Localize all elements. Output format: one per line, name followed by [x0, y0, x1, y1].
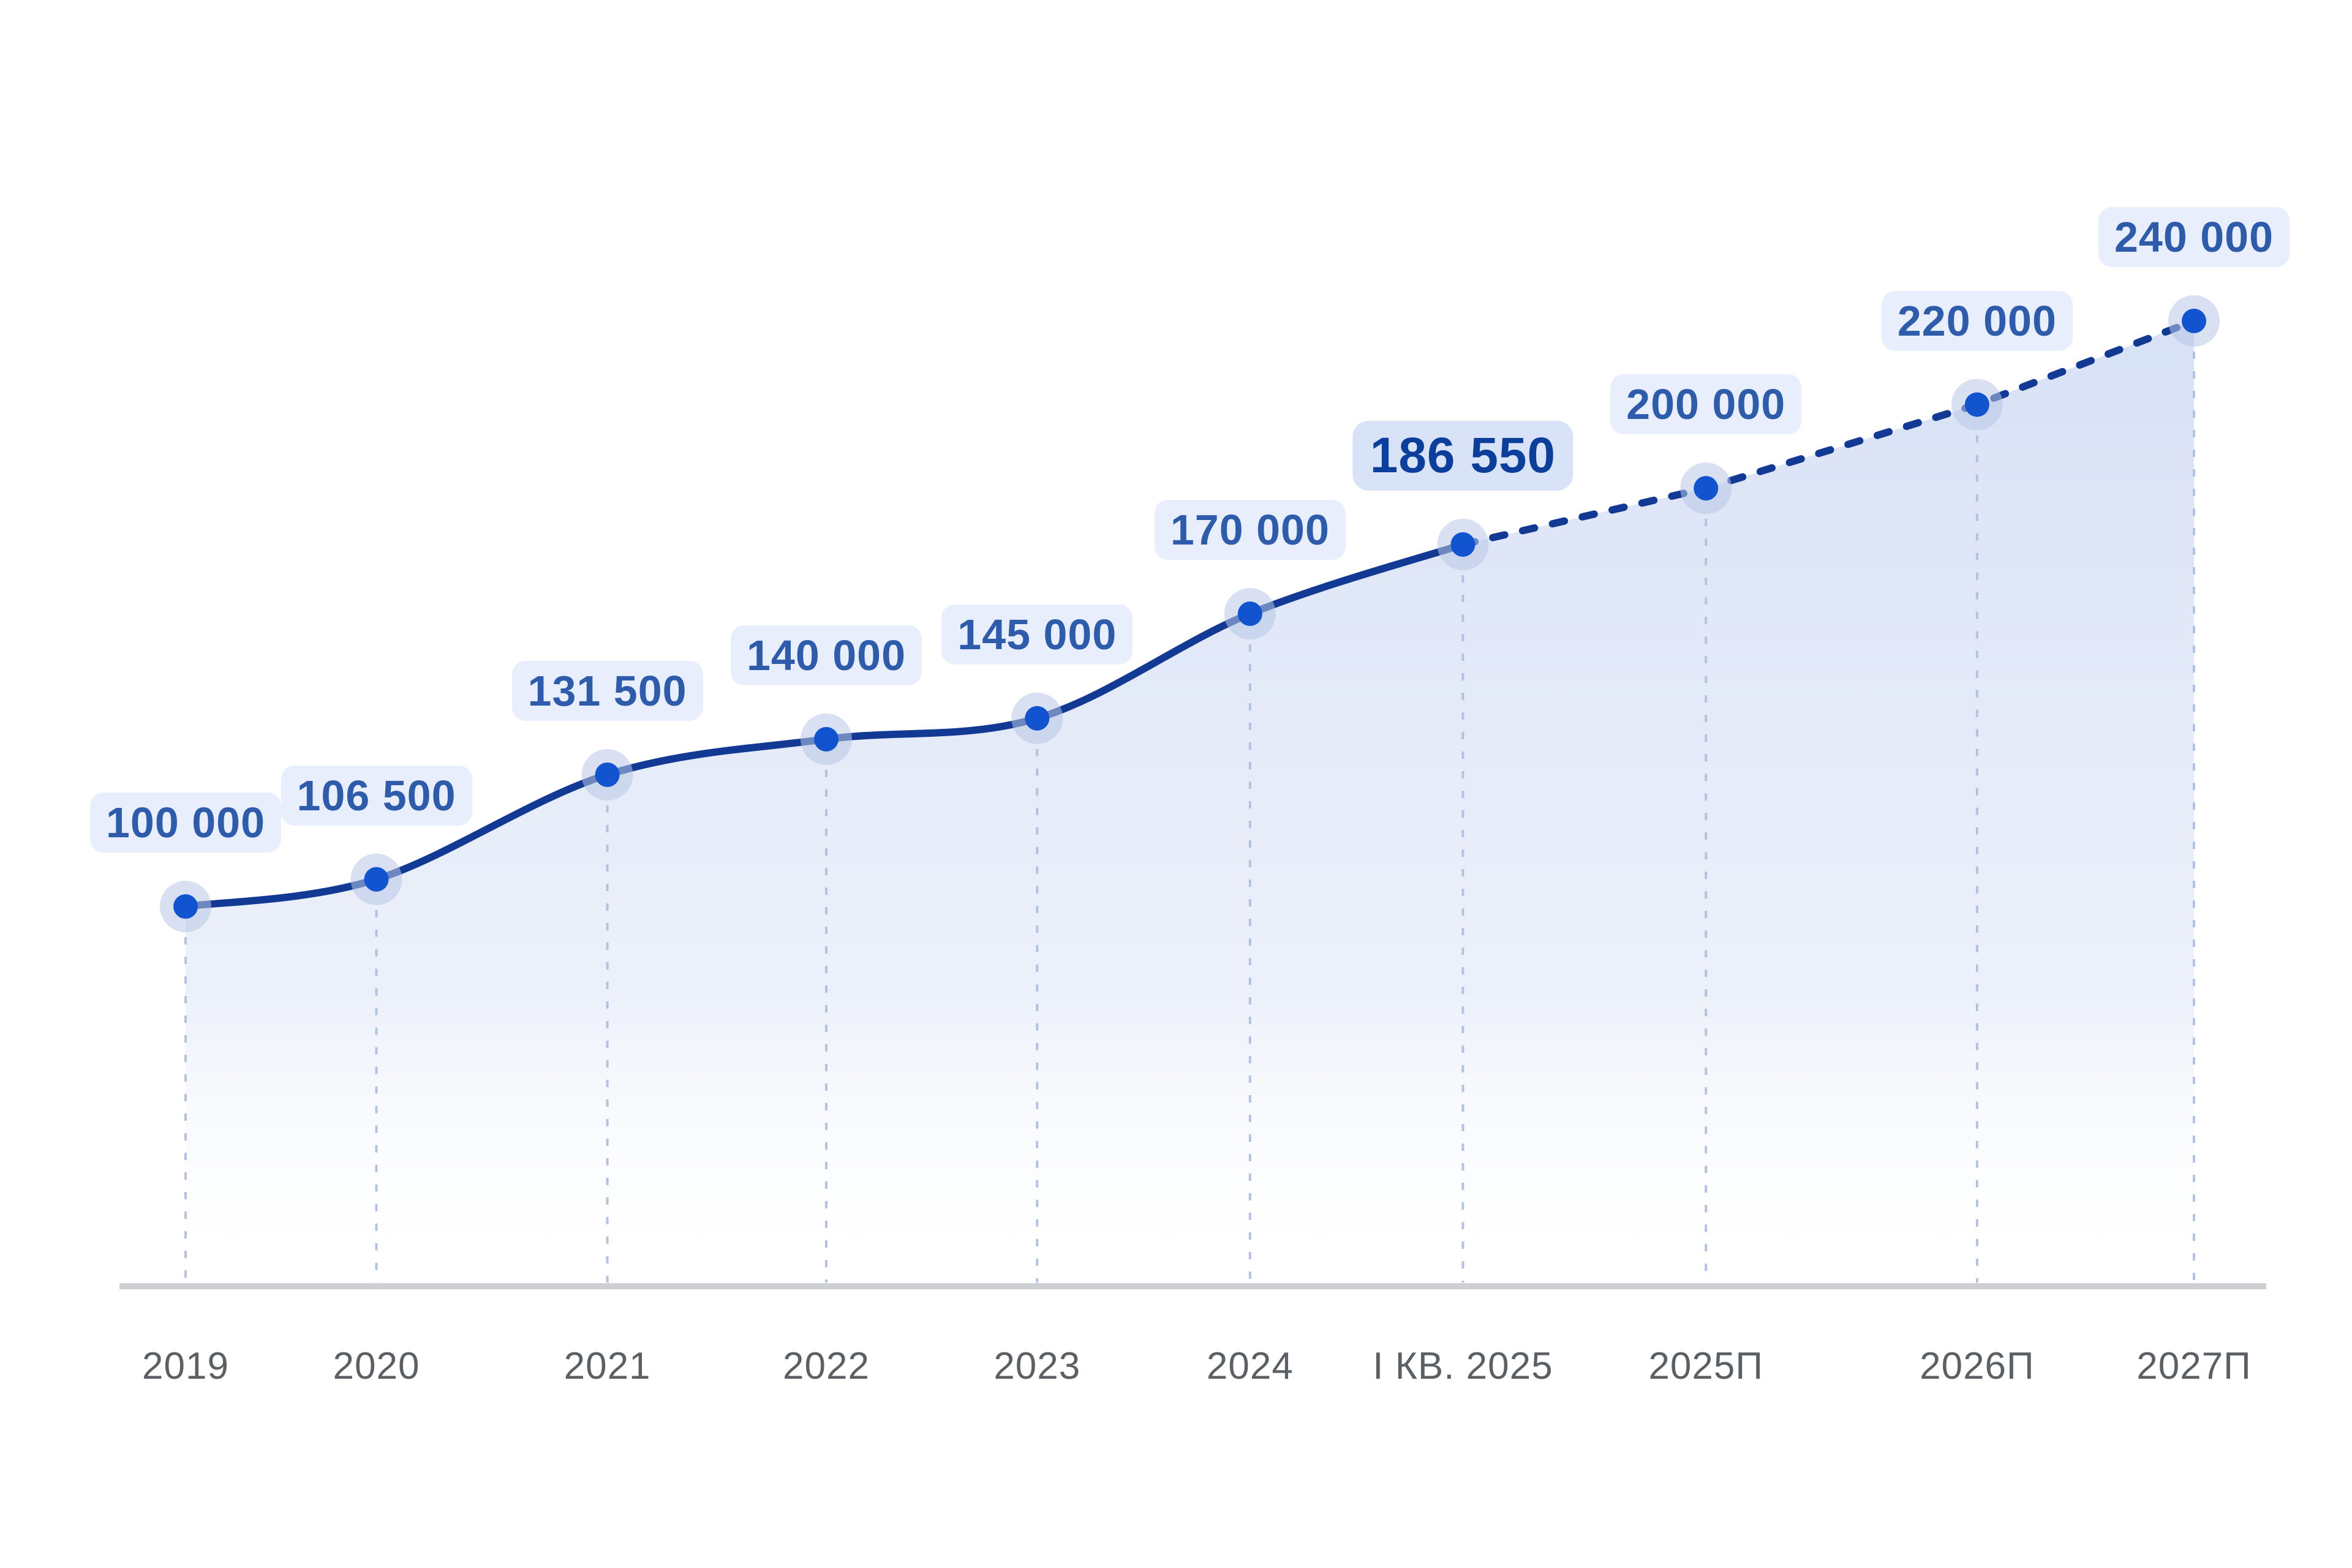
x-axis-label: 2025П	[1648, 1345, 1763, 1387]
data-point	[1450, 532, 1476, 557]
data-point	[595, 762, 620, 787]
data-point	[1694, 476, 1719, 501]
x-axis-label: 2027П	[2136, 1345, 2252, 1387]
value-label: 131 500	[511, 660, 703, 721]
x-axis-label: 2023	[993, 1345, 1081, 1387]
value-label: 240 000	[2098, 207, 2290, 267]
x-axis-label: 2026П	[1920, 1345, 2035, 1387]
area-fill	[186, 321, 2194, 1286]
value-label: 106 500	[281, 765, 472, 826]
value-label-emphasized: 186 550	[1352, 420, 1574, 491]
data-point	[364, 867, 389, 892]
x-axis-label: I КВ. 2025	[1373, 1345, 1553, 1387]
data-point	[2182, 309, 2206, 333]
series-line-forecast	[1459, 317, 2198, 548]
x-axis-label: 2019	[142, 1345, 229, 1387]
x-axis-label: 2020	[333, 1345, 420, 1387]
value-label: 140 000	[730, 625, 922, 685]
data-point	[1964, 392, 1989, 417]
x-axis-label: 2024	[1206, 1345, 1294, 1387]
value-label: 170 000	[1154, 500, 1346, 560]
value-label: 200 000	[1610, 374, 1802, 435]
value-label: 220 000	[1881, 290, 2073, 351]
data-point	[814, 726, 839, 752]
data-point	[173, 894, 198, 919]
data-point	[1025, 706, 1050, 731]
x-axis-label: 2022	[783, 1345, 870, 1387]
x-axis-label: 2021	[564, 1345, 651, 1387]
data-point	[1237, 601, 1262, 626]
value-label: 145 000	[941, 604, 1133, 665]
value-label: 100 000	[89, 793, 282, 853]
